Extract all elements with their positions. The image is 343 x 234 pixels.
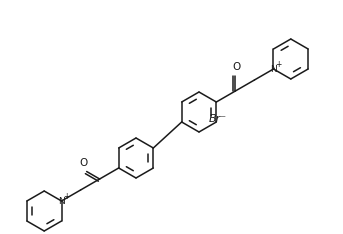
Text: +: + [275,60,281,69]
Text: O: O [232,62,240,72]
Text: Br⁻: Br⁻ [209,114,227,124]
Text: +: + [63,192,69,201]
Text: N: N [270,65,277,73]
Text: N: N [58,197,65,205]
Text: O: O [80,157,88,168]
